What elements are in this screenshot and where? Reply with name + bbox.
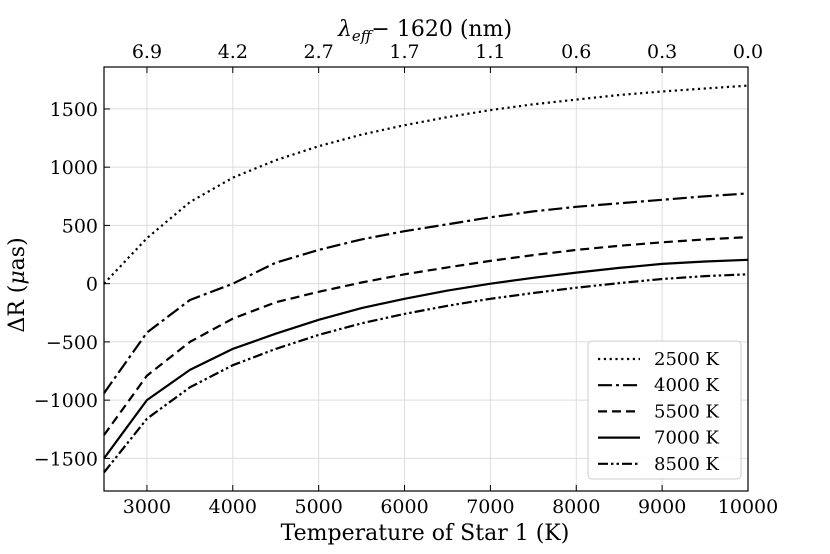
x-tick-label: 5000 (294, 496, 342, 518)
top-tick-label: 1.7 (389, 41, 419, 63)
top-tick-label: 4.2 (218, 41, 248, 63)
grid (104, 67, 749, 491)
x-tick-label: 9000 (638, 496, 686, 518)
x-tick-label: 6000 (380, 496, 428, 518)
series-line-2500-k (103, 84, 749, 285)
legend-label: 8500 K (654, 454, 720, 475)
x-tick-label: 10000 (718, 496, 778, 518)
x-tick-label: 3000 (123, 496, 171, 518)
legend-box (587, 340, 742, 480)
x-tick-label: 7000 (466, 496, 514, 518)
y-tick-label: −1500 (34, 448, 98, 470)
y-tick-label: 1500 (50, 99, 98, 121)
y-tick-label: 0 (86, 274, 98, 296)
x-axis-label: Temperature of Star 1 (K) (281, 521, 570, 546)
top-tick-label: 0.3 (647, 41, 677, 63)
y-tick-label: 500 (62, 215, 98, 237)
top-tick-label: 0.6 (561, 41, 591, 63)
series-line-8500-k (103, 273, 749, 474)
top-tick-label: 0.0 (733, 41, 763, 63)
series-line-5500-k (103, 236, 749, 436)
legend-label: 5500 K (654, 401, 720, 422)
y-tick-label: −500 (46, 332, 98, 354)
series-line-4000-k (103, 192, 749, 394)
top-tick-label: 1.1 (475, 41, 505, 63)
legend-label: 4000 K (654, 375, 720, 396)
legend: 2500 K 4000 K 5500 K 7000 K 8500 K (587, 340, 742, 480)
top-tick-label: 6.9 (132, 41, 162, 63)
series-line-7000-k (103, 258, 749, 460)
legend-label: 7000 K (654, 428, 720, 449)
legend-label: 2500 K (654, 349, 720, 370)
series-lines (103, 84, 749, 474)
x-tick-label: 8000 (552, 496, 600, 518)
top-axis-label: λeff− 1620 (nm) (337, 17, 512, 45)
y-tick-label: −1000 (34, 390, 98, 412)
plot-frame (103, 66, 749, 492)
y-axis-label: ΔR (μas) (5, 237, 30, 332)
x-tick-label: 4000 (209, 496, 257, 518)
top-tick-label: 2.7 (304, 41, 334, 63)
y-tick-label: 1000 (50, 157, 98, 179)
